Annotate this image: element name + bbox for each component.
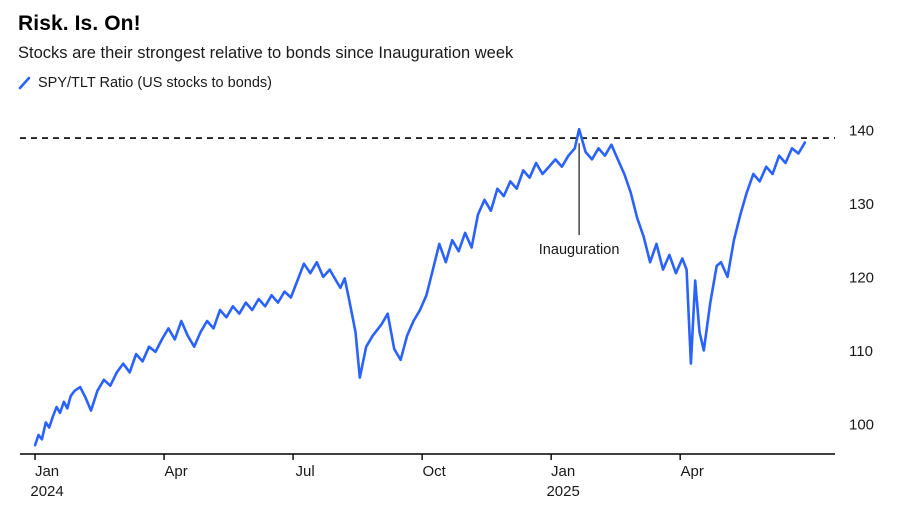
line-chart: Jan 2024 Apr Jul Oct Jan 2025 Apr 100 110 120 130 14… [20,123,874,500]
x-axis-label: Oct [422,463,446,480]
chart-title: Risk. Is. On! [18,12,141,35]
x-axis-label: Jan [551,463,575,480]
y-axis-label: 130 [849,196,874,213]
y-axis-label: 100 [849,417,874,434]
chart-area: Jan 2024 Apr Jul Oct Jan 2025 Apr 100 110 120 130 14… [0,104,900,510]
line-series-icon [18,76,31,90]
x-axis-year-label: 2024 [30,483,63,500]
chart-subtitle: Stocks are their strongest relative to b… [18,44,514,62]
annotation-label: Inauguration [539,242,620,258]
chart-header: Risk. Is. On! Stocks are their strongest… [0,0,900,63]
x-axis-label: Jul [296,463,315,480]
series-line-spy-tlt-ratio [33,127,807,447]
y-axis-label: 120 [849,270,874,287]
y-axis-label: 140 [849,123,874,140]
legend: SPY/TLT Ratio (US stocks to bonds) [18,75,900,91]
x-axis-label: Apr [164,463,187,480]
y-axis-label: 110 [849,343,873,360]
x-axis-year-label: 2025 [546,483,579,500]
x-axis-label: Apr [680,463,703,480]
legend-label: SPY/TLT Ratio (US stocks to bonds) [38,75,272,91]
x-axis-label: Jan [35,463,59,480]
